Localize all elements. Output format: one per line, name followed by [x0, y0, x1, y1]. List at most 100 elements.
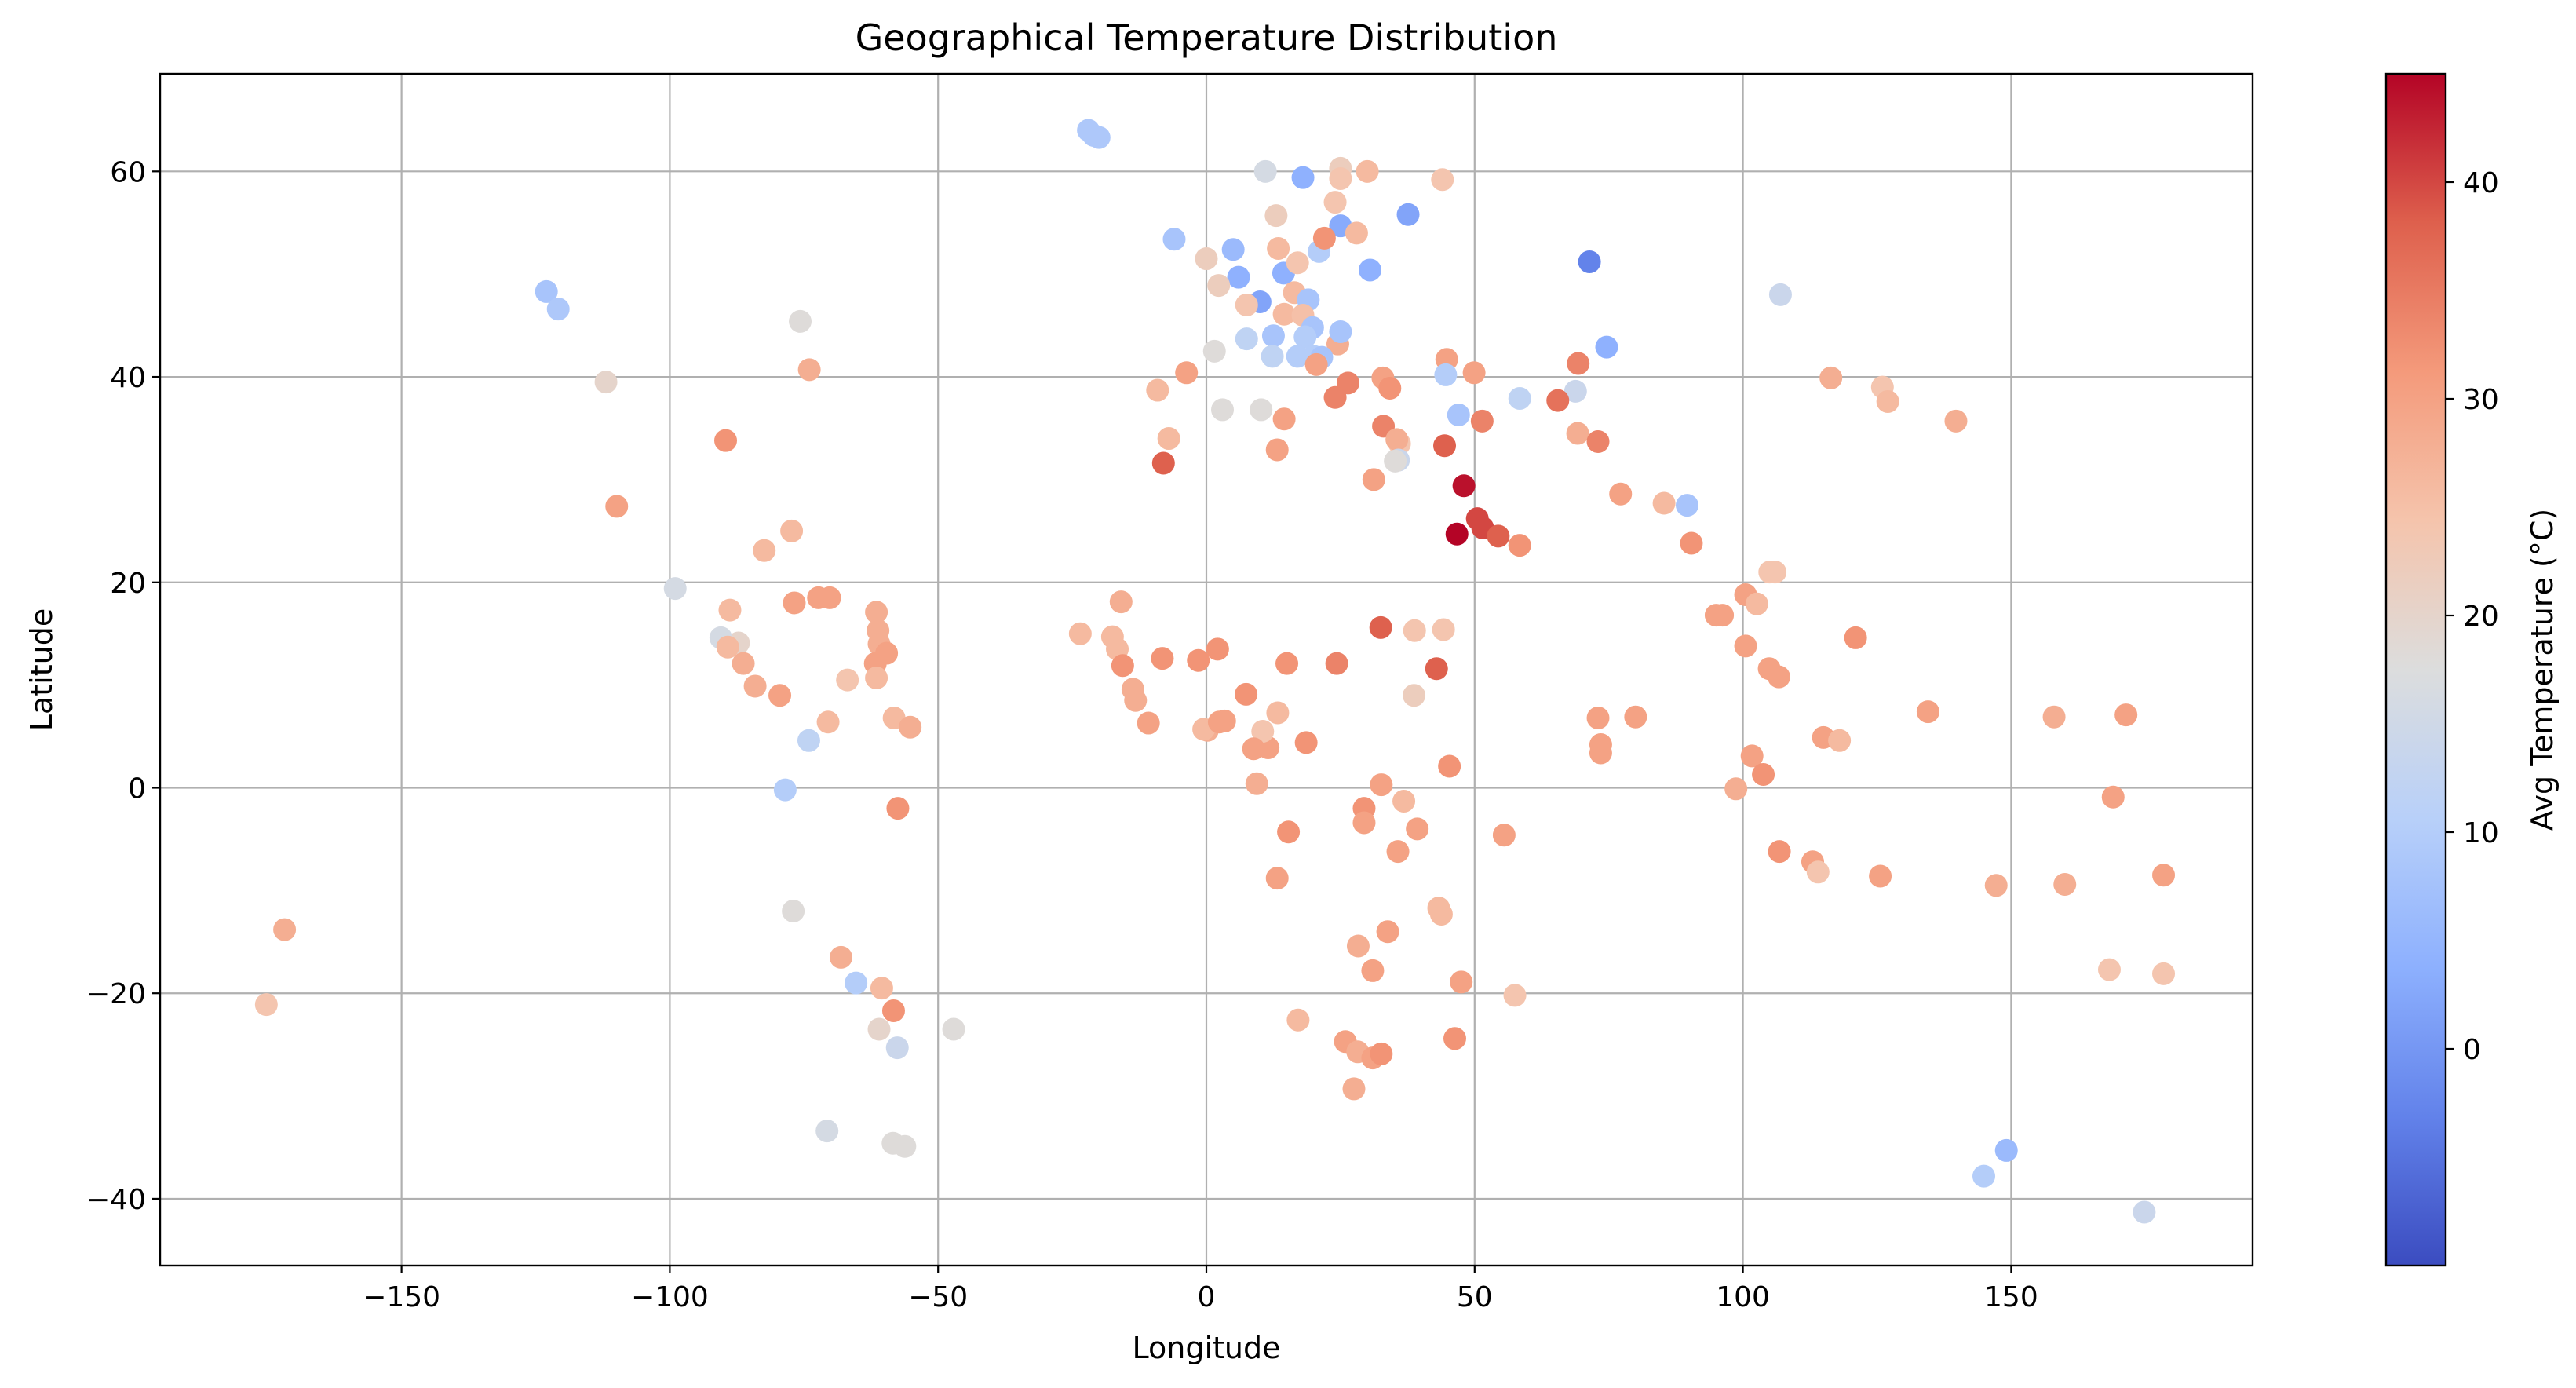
data-point — [780, 519, 804, 542]
data-point — [1272, 407, 1296, 431]
y-tick-label: 40 — [110, 362, 146, 394]
data-point — [1376, 920, 1399, 944]
colorbar-ticks: 0 10 20 30 40 — [2446, 167, 2499, 1066]
data-point — [1369, 615, 1392, 639]
data-point — [1352, 811, 1376, 835]
data-point — [718, 598, 742, 622]
data-point — [1206, 637, 1229, 661]
y-tick-label: 0 — [128, 773, 146, 805]
data-point — [1386, 840, 1410, 864]
data-point — [1768, 283, 1792, 306]
data-point — [1994, 1138, 2018, 1162]
data-point — [2152, 962, 2176, 985]
colorbar — [2384, 72, 2447, 1267]
data-point — [1492, 824, 1516, 847]
x-tick-label: 0 — [1198, 1281, 1216, 1313]
data-point — [815, 1120, 839, 1143]
data-point — [1734, 634, 1757, 658]
data-point — [836, 668, 859, 692]
data-point — [605, 495, 629, 518]
data-point — [1567, 352, 1590, 375]
data-point — [1806, 860, 1830, 884]
y-tick-label: −20 — [86, 978, 146, 1010]
data-point — [1109, 590, 1133, 614]
data-point — [1438, 754, 1461, 778]
data-point — [1589, 741, 1612, 765]
data-point — [1242, 737, 1265, 761]
data-point — [1916, 700, 1939, 724]
data-point — [1944, 409, 1968, 433]
data-point — [743, 674, 767, 698]
data-point — [273, 918, 297, 941]
colorbar-label: Avg Temperature (°C) — [2525, 509, 2560, 831]
data-point — [1265, 867, 1289, 890]
x-axis-label: Longitude — [1133, 1331, 1281, 1365]
data-point — [885, 1036, 909, 1060]
data-point — [1450, 970, 1473, 994]
data-point — [1261, 324, 1285, 348]
data-point — [1844, 626, 1867, 649]
data-point — [1385, 428, 1409, 451]
data-point — [865, 666, 888, 689]
colorbar-tick-label: 10 — [2463, 817, 2499, 849]
data-point — [2101, 785, 2125, 809]
data-point — [1175, 361, 1199, 385]
data-point — [1370, 1042, 1393, 1065]
data-point — [546, 298, 570, 321]
data-point — [1251, 720, 1275, 743]
data-point — [867, 1017, 891, 1041]
data-point — [1586, 707, 1610, 730]
data-point — [1403, 684, 1426, 707]
data-point — [1566, 422, 1589, 445]
x-tick-label: −100 — [631, 1281, 709, 1313]
data-point — [2152, 864, 2176, 887]
data-point — [768, 684, 792, 707]
data-point — [1429, 902, 1453, 926]
colorbar-tick-label: 20 — [2463, 601, 2499, 633]
data-point — [1361, 959, 1385, 982]
data-point — [1972, 1164, 1996, 1188]
data-point — [1235, 293, 1258, 316]
data-point — [1767, 665, 1790, 689]
data-point — [1261, 345, 1284, 368]
data-points — [254, 119, 2176, 1224]
data-point — [1211, 398, 1235, 422]
data-point — [663, 577, 687, 601]
data-point — [1652, 491, 1676, 515]
data-point — [1876, 389, 1899, 413]
data-point — [1124, 689, 1148, 712]
data-point — [1195, 247, 1218, 271]
data-point — [1869, 864, 1892, 888]
data-point — [1087, 126, 1111, 149]
data-point — [1111, 654, 1134, 678]
data-point — [1286, 1008, 1310, 1032]
data-point — [881, 999, 905, 1022]
data-point — [1266, 701, 1290, 725]
data-point — [1213, 709, 1236, 732]
data-point — [1312, 226, 1336, 250]
data-point — [797, 358, 821, 382]
data-point — [1294, 731, 1318, 754]
data-point — [1563, 379, 1587, 403]
data-point — [893, 1134, 917, 1158]
data-point — [1675, 494, 1698, 517]
data-point — [1624, 705, 1647, 729]
data-point — [875, 641, 899, 665]
data-point — [1245, 772, 1268, 795]
data-point — [818, 586, 841, 609]
data-point — [1265, 438, 1289, 462]
data-point — [594, 371, 618, 394]
data-point — [1346, 934, 1370, 958]
x-tick-label: −50 — [908, 1281, 968, 1313]
data-point — [829, 945, 852, 969]
data-point — [1272, 302, 1296, 326]
data-point — [1445, 522, 1469, 546]
data-point — [1275, 652, 1299, 675]
data-point — [1253, 159, 1277, 183]
data-point — [1286, 345, 1309, 368]
x-tick-label: −150 — [363, 1281, 440, 1313]
data-point — [1151, 451, 1175, 475]
colorbar-tick-label: 40 — [2463, 167, 2499, 199]
data-point — [797, 729, 820, 752]
